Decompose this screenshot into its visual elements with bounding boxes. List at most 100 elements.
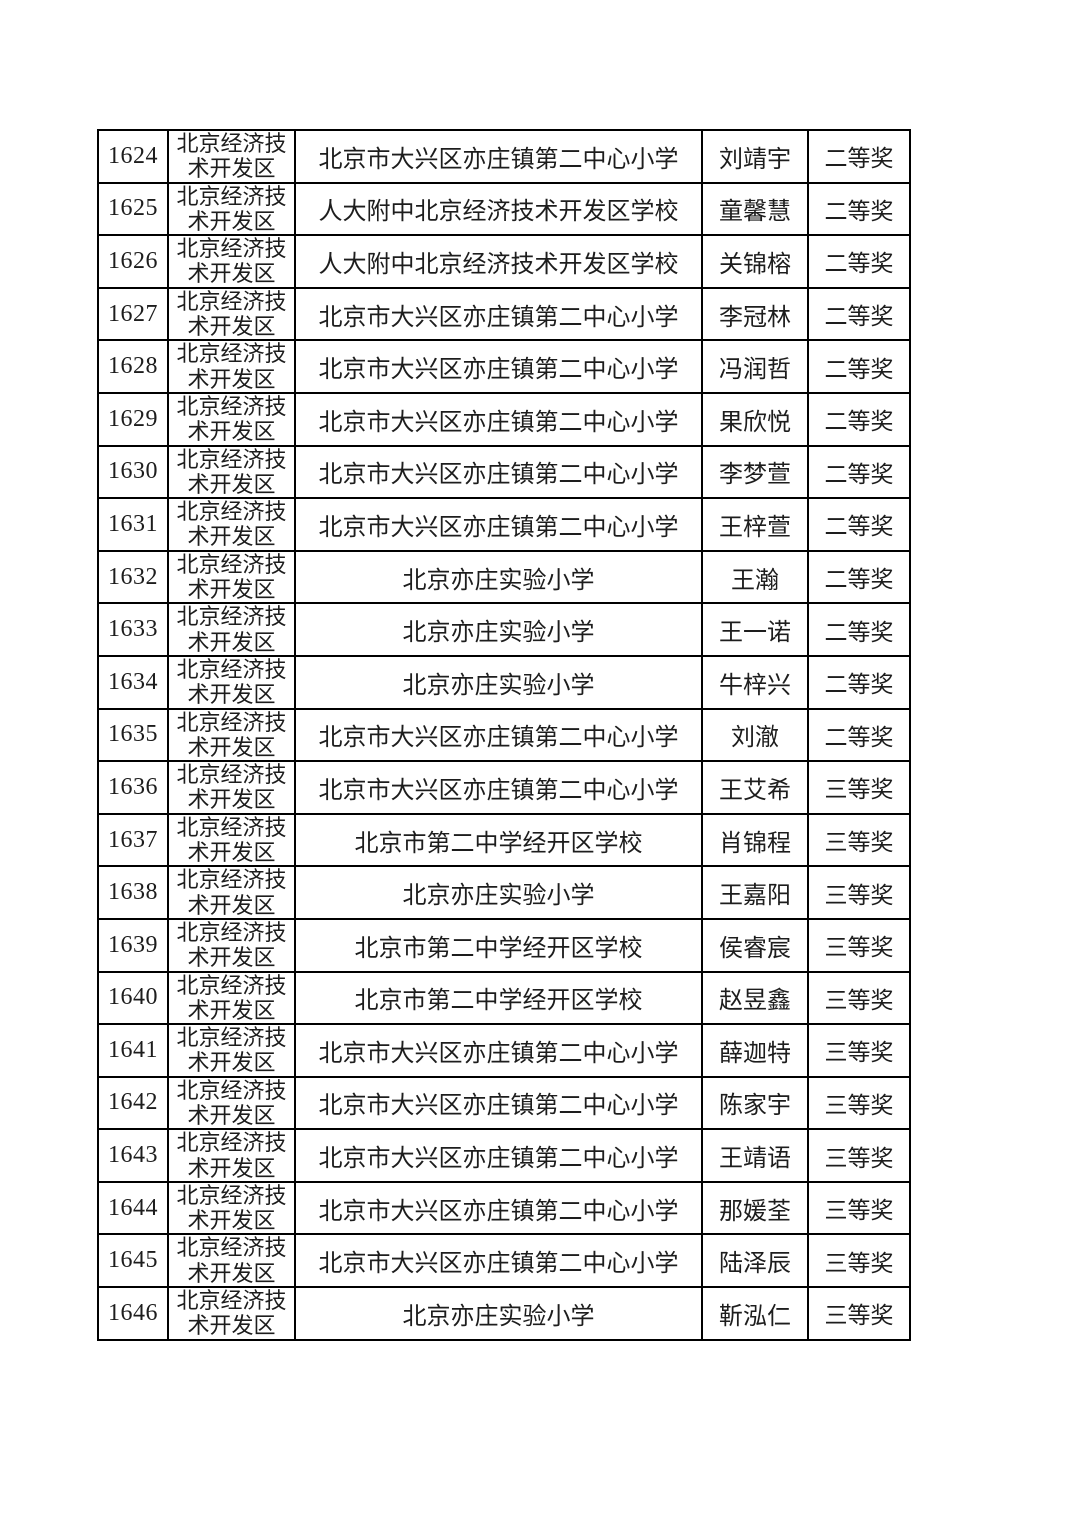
table-row: 1633 北京经济技术开发区 北京亦庄实验小学 王一诺 二等奖: [97, 602, 911, 657]
school-cell: 北京市大兴区亦庄镇第二中心小学: [294, 707, 703, 763]
table-row: 1638 北京经济技术开发区 北京亦庄实验小学 王嘉阳 三等奖: [97, 865, 911, 920]
row-number-cell: 1643: [97, 1128, 169, 1183]
table-row: 1639 北京经济技术开发区 北京市第二中学经开区学校 侯睿宸 三等奖: [97, 917, 911, 973]
student-name-cell: 童馨慧: [701, 181, 809, 237]
school-cell: 北京市大兴区亦庄镇第二中心小学: [294, 1233, 703, 1289]
table-row: 1628 北京经济技术开发区 北京市大兴区亦庄镇第二中心小学 冯润哲 二等奖: [97, 339, 911, 394]
row-number-cell: 1637: [97, 812, 169, 868]
row-number-cell: 1640: [97, 970, 169, 1026]
award-cell: 三等奖: [807, 1286, 911, 1341]
table-row: 1645 北京经济技术开发区 北京市大兴区亦庄镇第二中心小学 陆泽辰 三等奖: [97, 1233, 911, 1289]
award-cell: 三等奖: [807, 1233, 911, 1289]
district-cell: 北京经济技术开发区: [167, 917, 296, 973]
school-cell: 北京市大兴区亦庄镇第二中心小学: [294, 1023, 703, 1078]
school-cell: 北京市大兴区亦庄镇第二中心小学: [294, 497, 703, 552]
school-cell: 北京市大兴区亦庄镇第二中心小学: [294, 391, 703, 447]
district-cell: 北京经济技术开发区: [167, 181, 296, 237]
student-name-cell: 牛梓兴: [701, 654, 809, 710]
district-cell: 北京经济技术开发区: [167, 760, 296, 815]
district-cell: 北京经济技术开发区: [167, 1180, 296, 1236]
table-row: 1626 北京经济技术开发区 人大附中北京经济技术开发区学校 关锦榕 二等奖: [97, 234, 911, 289]
school-cell: 北京市大兴区亦庄镇第二中心小学: [294, 444, 703, 500]
row-number-cell: 1632: [97, 549, 169, 605]
district-cell: 北京经济技术开发区: [167, 339, 296, 394]
school-cell: 北京市第二中学经开区学校: [294, 917, 703, 973]
school-cell: 北京市大兴区亦庄镇第二中心小学: [294, 129, 703, 184]
award-table-body: 1624 北京经济技术开发区 北京市大兴区亦庄镇第二中心小学 刘靖宇 二等奖 1625 北京…: [97, 129, 911, 1341]
row-number-cell: 1646: [97, 1286, 169, 1341]
student-name-cell: 果欣悦: [701, 391, 809, 447]
student-name-cell: 肖锦程: [701, 812, 809, 868]
student-name-cell: 关锦榕: [701, 234, 809, 289]
school-cell: 人大附中北京经济技术开发区学校: [294, 234, 703, 289]
table-row: 1629 北京经济技术开发区 北京市大兴区亦庄镇第二中心小学 果欣悦 二等奖: [97, 391, 911, 447]
award-cell: 二等奖: [807, 497, 911, 552]
district-cell: 北京经济技术开发区: [167, 1075, 296, 1131]
row-number-cell: 1628: [97, 339, 169, 394]
school-cell: 人大附中北京经济技术开发区学校: [294, 181, 703, 237]
student-name-cell: 李冠林: [701, 286, 809, 342]
district-cell: 北京经济技术开发区: [167, 602, 296, 657]
award-cell: 二等奖: [807, 444, 911, 500]
award-cell: 二等奖: [807, 654, 911, 710]
row-number-cell: 1633: [97, 602, 169, 657]
table-row: 1643 北京经济技术开发区 北京市大兴区亦庄镇第二中心小学 王靖语 三等奖: [97, 1128, 911, 1183]
row-number-cell: 1639: [97, 917, 169, 973]
student-name-cell: 那媛荃: [701, 1180, 809, 1236]
table-row: 1636 北京经济技术开发区 北京市大兴区亦庄镇第二中心小学 王艾希 三等奖: [97, 760, 911, 815]
award-cell: 二等奖: [807, 549, 911, 605]
student-name-cell: 王梓萱: [701, 497, 809, 552]
table-row: 1644 北京经济技术开发区 北京市大兴区亦庄镇第二中心小学 那媛荃 三等奖: [97, 1180, 911, 1236]
row-number-cell: 1641: [97, 1023, 169, 1078]
row-number-cell: 1629: [97, 391, 169, 447]
student-name-cell: 王嘉阳: [701, 865, 809, 920]
table-row: 1631 北京经济技术开发区 北京市大兴区亦庄镇第二中心小学 王梓萱 二等奖: [97, 497, 911, 552]
award-cell: 三等奖: [807, 760, 911, 815]
table-row: 1630 北京经济技术开发区 北京市大兴区亦庄镇第二中心小学 李梦萱 二等奖: [97, 444, 911, 500]
school-cell: 北京市大兴区亦庄镇第二中心小学: [294, 1128, 703, 1183]
award-cell: 二等奖: [807, 234, 911, 289]
award-cell: 三等奖: [807, 812, 911, 868]
award-cell: 二等奖: [807, 339, 911, 394]
table-row: 1641 北京经济技术开发区 北京市大兴区亦庄镇第二中心小学 薛迦特 三等奖: [97, 1023, 911, 1078]
school-cell: 北京市大兴区亦庄镇第二中心小学: [294, 1075, 703, 1131]
row-number-cell: 1625: [97, 181, 169, 237]
student-name-cell: 李梦萱: [701, 444, 809, 500]
district-cell: 北京经济技术开发区: [167, 444, 296, 500]
table-row: 1635 北京经济技术开发区 北京市大兴区亦庄镇第二中心小学 刘澈 二等奖: [97, 707, 911, 763]
table-row: 1634 北京经济技术开发区 北京亦庄实验小学 牛梓兴 二等奖: [97, 654, 911, 710]
district-cell: 北京经济技术开发区: [167, 707, 296, 763]
school-cell: 北京亦庄实验小学: [294, 1286, 703, 1341]
district-cell: 北京经济技术开发区: [167, 129, 296, 184]
district-cell: 北京经济技术开发区: [167, 1128, 296, 1183]
student-name-cell: 陆泽辰: [701, 1233, 809, 1289]
school-cell: 北京市大兴区亦庄镇第二中心小学: [294, 760, 703, 815]
table-row: 1624 北京经济技术开发区 北京市大兴区亦庄镇第二中心小学 刘靖宇 二等奖: [97, 129, 911, 184]
district-cell: 北京经济技术开发区: [167, 234, 296, 289]
row-number-cell: 1630: [97, 444, 169, 500]
award-cell: 二等奖: [807, 391, 911, 447]
row-number-cell: 1642: [97, 1075, 169, 1131]
table-row: 1646 北京经济技术开发区 北京亦庄实验小学 靳泓仁 三等奖: [97, 1286, 911, 1341]
district-cell: 北京经济技术开发区: [167, 654, 296, 710]
student-name-cell: 王一诺: [701, 602, 809, 657]
award-cell: 二等奖: [807, 181, 911, 237]
award-cell: 二等奖: [807, 129, 911, 184]
table-row: 1625 北京经济技术开发区 人大附中北京经济技术开发区学校 童馨慧 二等奖: [97, 181, 911, 237]
student-name-cell: 薛迦特: [701, 1023, 809, 1078]
district-cell: 北京经济技术开发区: [167, 549, 296, 605]
row-number-cell: 1645: [97, 1233, 169, 1289]
district-cell: 北京经济技术开发区: [167, 1286, 296, 1341]
row-number-cell: 1627: [97, 286, 169, 342]
row-number-cell: 1631: [97, 497, 169, 552]
student-name-cell: 陈家宇: [701, 1075, 809, 1131]
school-cell: 北京市大兴区亦庄镇第二中心小学: [294, 286, 703, 342]
award-cell: 三等奖: [807, 865, 911, 920]
award-cell: 三等奖: [807, 1023, 911, 1078]
student-name-cell: 王瀚: [701, 549, 809, 605]
award-table: 1624 北京经济技术开发区 北京市大兴区亦庄镇第二中心小学 刘靖宇 二等奖 1625 北京…: [97, 129, 911, 1341]
award-cell: 二等奖: [807, 602, 911, 657]
row-number-cell: 1636: [97, 760, 169, 815]
row-number-cell: 1644: [97, 1180, 169, 1236]
district-cell: 北京经济技术开发区: [167, 391, 296, 447]
